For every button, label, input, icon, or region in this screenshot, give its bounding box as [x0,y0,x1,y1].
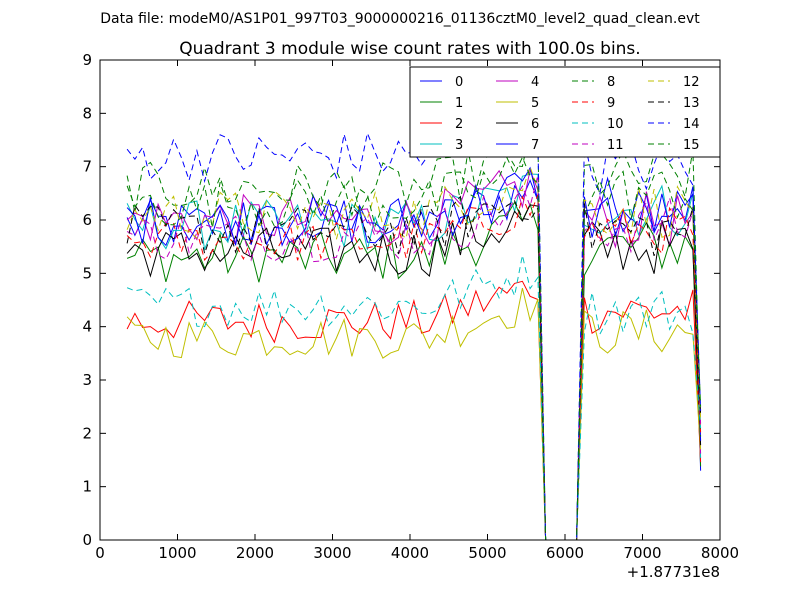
series-line-5 [126,287,702,541]
y-tick-label: 0 [82,531,92,549]
legend-label-14: 14 [683,117,700,132]
legend-label-6: 6 [531,117,539,132]
x-tick-label: 2000 [236,544,274,562]
series-line-3 [126,173,702,541]
x-tick-label: 8000 [701,544,739,562]
series-line-10 [126,255,702,541]
ticks-layer: 0 1000 2000 3000 4000 5000 6000 7000 80000123456… [82,51,739,562]
legend-label-0: 0 [455,75,463,90]
y-tick-label: 3 [82,371,92,389]
x-tick-label: 0 [95,544,105,562]
x-offset-label: +1.87731e8 [627,563,720,581]
legend-label-3: 3 [455,138,463,153]
y-tick-label: 2 [82,424,92,442]
legend-label-9: 9 [607,96,615,111]
x-tick-label: 5000 [468,544,506,562]
legend-label-15: 15 [683,138,700,153]
y-tick-label: 9 [82,51,92,69]
legend-box [409,66,721,158]
y-tick-label: 8 [82,104,92,122]
y-tick-label: 5 [82,264,92,282]
series-line-14 [126,104,702,541]
x-tick-label: 1000 [158,544,196,562]
series-line-9 [126,194,702,541]
figure-suptitle: Data file: modeM0/AS1P01_997T03_90000002… [100,11,700,27]
legend-label-13: 13 [683,96,700,111]
series-line-7 [126,166,702,541]
y-tick-label: 7 [82,158,92,176]
legend-label-7: 7 [531,138,539,153]
series-line-8 [126,127,702,541]
y-tick-label: 1 [82,478,92,496]
series-layer [126,104,702,541]
legend-label-5: 5 [531,96,539,111]
series-line-6 [126,204,702,541]
x-tick-label: 6000 [546,544,584,562]
legend-label-12: 12 [683,75,700,90]
chart-title: Quadrant 3 module wise count rates with … [179,39,640,59]
legend-label-1: 1 [455,96,463,111]
series-line-13 [126,195,702,541]
legend-label-8: 8 [607,75,615,90]
series-line-1 [126,201,702,541]
y-tick-label: 4 [82,318,92,336]
x-tick-label: 4000 [391,544,429,562]
legend-label-11: 11 [607,138,624,153]
x-tick-label: 7000 [623,544,661,562]
x-tick-label: 3000 [313,544,351,562]
legend-label-4: 4 [531,75,539,90]
legend-label-2: 2 [455,117,463,132]
series-line-11 [126,175,702,541]
y-tick-label: 6 [82,211,92,229]
series-line-2 [126,280,702,541]
legend-label-10: 10 [607,117,624,132]
